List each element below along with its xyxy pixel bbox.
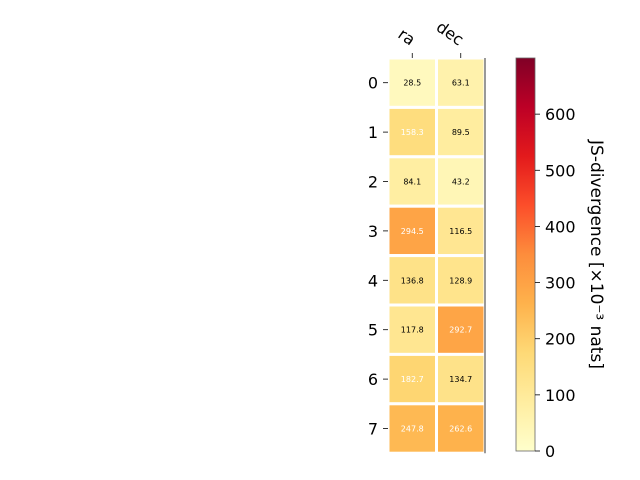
row-tick-label: 4 bbox=[368, 271, 378, 290]
cell-value-label: 247.8 bbox=[401, 425, 424, 434]
cell-value-label: 84.1 bbox=[403, 178, 421, 187]
heatmap-cells bbox=[386, 56, 487, 455]
cell-value-label: 128.9 bbox=[449, 276, 472, 285]
cell-value-label: 43.2 bbox=[452, 178, 470, 187]
row-tick-label: 7 bbox=[368, 420, 378, 439]
row-tick-labels: 0 1 2 3 4 5 6 7 bbox=[368, 74, 388, 439]
colorbar-tick-label: 300 bbox=[545, 274, 576, 293]
heatmap-cell bbox=[435, 254, 487, 307]
cell-value-label: 89.5 bbox=[452, 128, 470, 137]
colorbar-tick-label: 0 bbox=[545, 442, 555, 461]
row-tick-label: 1 bbox=[368, 123, 378, 142]
column-tick-label: dec bbox=[433, 17, 467, 49]
colorbar-tick-label: 400 bbox=[545, 217, 576, 236]
cell-value-label: 158.3 bbox=[401, 128, 424, 137]
heatmap-cell bbox=[435, 402, 487, 455]
colorbar: 0 100 200 300 400 500 600 JS-divergence [×10⁻³ … bbox=[515, 57, 606, 461]
cell-value-label: 136.8 bbox=[401, 276, 424, 285]
cell-value-label: 294.5 bbox=[401, 227, 424, 236]
column-tick-label: ra bbox=[395, 24, 419, 49]
row-tick-label: 5 bbox=[368, 321, 378, 340]
colorbar-tick-label: 600 bbox=[545, 105, 576, 124]
cell-value-label: 182.7 bbox=[401, 375, 424, 384]
colorbar-tick-label: 100 bbox=[545, 386, 576, 405]
cell-value-label: 292.7 bbox=[449, 326, 472, 335]
column-tick-labels: ra dec bbox=[395, 17, 467, 58]
row-tick-label: 3 bbox=[368, 222, 378, 241]
cell-value-label: 262.6 bbox=[449, 425, 472, 434]
colorbar-gradient bbox=[515, 57, 536, 452]
heatmap-cell bbox=[435, 204, 487, 258]
cell-value-label: 28.5 bbox=[403, 79, 421, 88]
row-tick-label: 0 bbox=[368, 74, 378, 93]
heatmap-cell-labels: 28.5 63.1 158.3 89.5 84.1 43.2 294.5 116.5 136.8… bbox=[401, 79, 472, 434]
colorbar-label: JS-divergence [×10⁻³ nats] bbox=[586, 139, 606, 369]
cell-value-label: 116.5 bbox=[449, 227, 472, 236]
colorbar-tick-label: 500 bbox=[545, 161, 576, 180]
cell-value-label: 117.8 bbox=[401, 326, 424, 335]
cell-value-label: 63.1 bbox=[452, 79, 470, 88]
cell-value-label: 134.7 bbox=[449, 375, 472, 384]
row-tick-label: 2 bbox=[368, 173, 378, 192]
row-tick-label: 6 bbox=[368, 370, 378, 389]
colorbar-tick-label: 200 bbox=[545, 330, 576, 349]
